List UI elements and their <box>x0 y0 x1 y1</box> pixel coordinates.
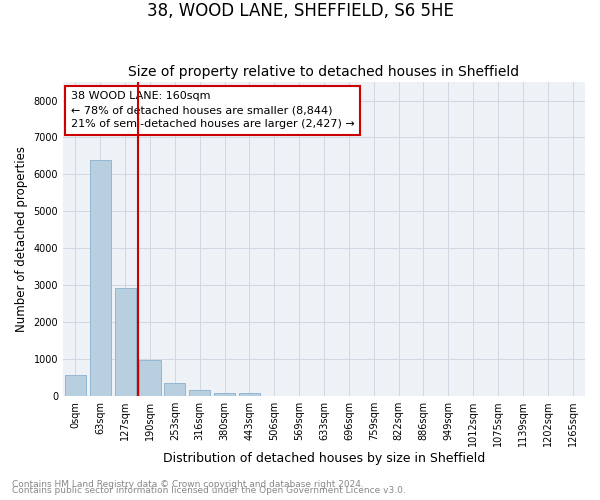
Text: 38, WOOD LANE, SHEFFIELD, S6 5HE: 38, WOOD LANE, SHEFFIELD, S6 5HE <box>146 2 454 21</box>
Bar <box>189 390 211 396</box>
Y-axis label: Number of detached properties: Number of detached properties <box>15 146 28 332</box>
Bar <box>214 393 235 396</box>
Bar <box>164 383 185 396</box>
Bar <box>90 160 111 396</box>
Text: 38 WOOD LANE: 160sqm
← 78% of detached houses are smaller (8,844)
21% of semi-de: 38 WOOD LANE: 160sqm ← 78% of detached h… <box>71 92 355 130</box>
Bar <box>65 376 86 396</box>
Bar <box>139 360 161 396</box>
Title: Size of property relative to detached houses in Sheffield: Size of property relative to detached ho… <box>128 66 520 80</box>
Bar <box>239 394 260 396</box>
Text: Contains HM Land Registry data © Crown copyright and database right 2024.: Contains HM Land Registry data © Crown c… <box>12 480 364 489</box>
Text: Contains public sector information licensed under the Open Government Licence v3: Contains public sector information licen… <box>12 486 406 495</box>
Bar <box>115 288 136 396</box>
X-axis label: Distribution of detached houses by size in Sheffield: Distribution of detached houses by size … <box>163 452 485 465</box>
